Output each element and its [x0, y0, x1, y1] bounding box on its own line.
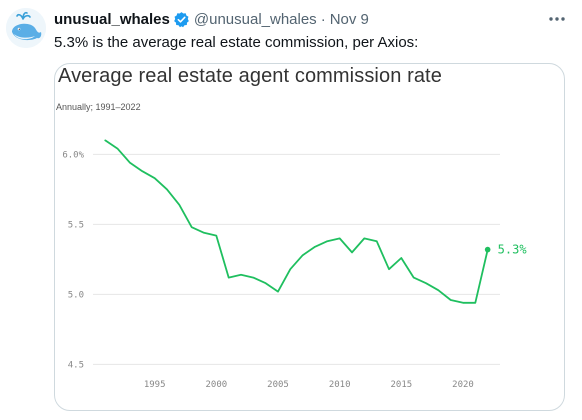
x-tick-label-3: 2010	[329, 380, 351, 390]
chart-title: Average real estate agent commission rat…	[58, 65, 442, 87]
y-tick-label-3: 4.5	[68, 360, 84, 370]
chart-subtitle: Annually; 1991–2022	[56, 102, 141, 112]
series-line	[104, 139, 489, 304]
header-separator: ·	[320, 10, 326, 28]
whale-avatar-icon[interactable]	[6, 8, 46, 48]
line-chart: 6.0% 5.5 5.0 4.5 1995 2000 2005 2010 2015 2020 5.3…	[62, 139, 528, 390]
x-tick-label-0: 1995	[144, 380, 166, 390]
end-point-marker	[484, 246, 491, 253]
x-tick-label-1: 2000	[205, 380, 227, 390]
y-tick-label-0: 6.0%	[62, 150, 84, 160]
y-tick-label-2: 5.0	[68, 290, 84, 300]
display-name[interactable]: unusual_whales	[54, 10, 170, 28]
end-value-label: 5.3%	[498, 243, 528, 257]
tweet-date[interactable]: Nov 9	[329, 10, 369, 28]
user-handle[interactable]: @unusual_whales	[193, 10, 317, 28]
tweet-header: unusual_whales @unusual_whales · Nov 9	[54, 9, 542, 29]
x-tick-label-5: 2020	[452, 380, 474, 390]
tweet-text: 5.3% is the average real estate commissi…	[54, 34, 419, 51]
verified-badge-icon[interactable]	[173, 11, 190, 28]
chart-card[interactable]: Average real estate agent commission rat…	[54, 63, 565, 411]
more-options-icon[interactable]	[546, 9, 568, 29]
y-tick-label-1: 5.5	[68, 220, 84, 230]
x-tick-label-4: 2015	[390, 380, 412, 390]
x-tick-label-2: 2005	[267, 380, 289, 390]
